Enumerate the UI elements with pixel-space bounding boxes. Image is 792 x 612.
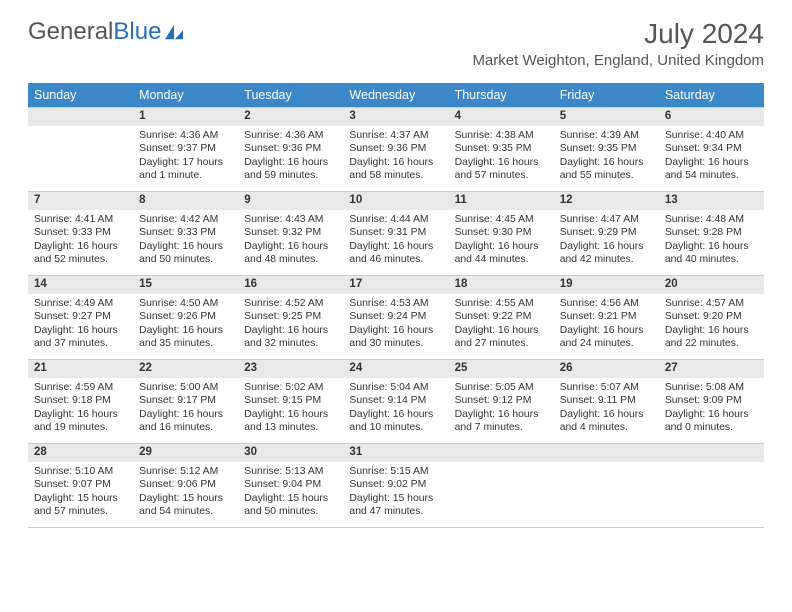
day-number: 15	[133, 276, 238, 294]
day-content-row: Sunrise: 4:59 AM Sunset: 9:18 PM Dayligh…	[28, 378, 764, 444]
day-number: 9	[238, 192, 343, 210]
day-cell	[449, 462, 554, 528]
day-cell	[659, 462, 764, 528]
weekday-row: Sunday Monday Tuesday Wednesday Thursday…	[28, 83, 764, 108]
day-cell: Sunrise: 4:37 AM Sunset: 9:36 PM Dayligh…	[343, 126, 448, 192]
calendar-body: 123456Sunrise: 4:36 AM Sunset: 9:37 PM D…	[28, 108, 764, 528]
day-cell: Sunrise: 4:36 AM Sunset: 9:37 PM Dayligh…	[133, 126, 238, 192]
day-cell: Sunrise: 4:41 AM Sunset: 9:33 PM Dayligh…	[28, 210, 133, 276]
weekday-mon: Monday	[133, 83, 238, 108]
day-cell: Sunrise: 4:47 AM Sunset: 9:29 PM Dayligh…	[554, 210, 659, 276]
day-cell: Sunrise: 4:56 AM Sunset: 9:21 PM Dayligh…	[554, 294, 659, 360]
daynum-row: 123456	[28, 108, 764, 126]
day-number: 20	[659, 276, 764, 294]
day-number: 1	[133, 108, 238, 126]
weekday-sat: Saturday	[659, 83, 764, 108]
logo: GeneralBlue	[28, 18, 185, 46]
day-number: 27	[659, 360, 764, 378]
day-number: 26	[554, 360, 659, 378]
day-content-row: Sunrise: 4:49 AM Sunset: 9:27 PM Dayligh…	[28, 294, 764, 360]
day-cell: Sunrise: 5:02 AM Sunset: 9:15 PM Dayligh…	[238, 378, 343, 444]
daynum-row: 14151617181920	[28, 276, 764, 294]
day-number: 17	[343, 276, 448, 294]
day-number: 31	[343, 444, 448, 462]
day-cell: Sunrise: 5:07 AM Sunset: 9:11 PM Dayligh…	[554, 378, 659, 444]
day-cell: Sunrise: 4:50 AM Sunset: 9:26 PM Dayligh…	[133, 294, 238, 360]
weekday-fri: Friday	[554, 83, 659, 108]
day-number: 28	[28, 444, 133, 462]
day-number	[28, 108, 133, 126]
logo-text-general: General	[28, 18, 113, 46]
daynum-row: 21222324252627	[28, 360, 764, 378]
day-number: 4	[449, 108, 554, 126]
day-number: 11	[449, 192, 554, 210]
day-cell: Sunrise: 4:39 AM Sunset: 9:35 PM Dayligh…	[554, 126, 659, 192]
day-cell: Sunrise: 4:57 AM Sunset: 9:20 PM Dayligh…	[659, 294, 764, 360]
weekday-wed: Wednesday	[343, 83, 448, 108]
day-number: 22	[133, 360, 238, 378]
weekday-sun: Sunday	[28, 83, 133, 108]
day-cell: Sunrise: 5:00 AM Sunset: 9:17 PM Dayligh…	[133, 378, 238, 444]
day-number: 2	[238, 108, 343, 126]
day-number: 21	[28, 360, 133, 378]
day-number	[554, 444, 659, 462]
day-number: 10	[343, 192, 448, 210]
day-cell: Sunrise: 4:52 AM Sunset: 9:25 PM Dayligh…	[238, 294, 343, 360]
day-cell	[28, 126, 133, 192]
day-content-row: Sunrise: 5:10 AM Sunset: 9:07 PM Dayligh…	[28, 462, 764, 528]
day-number: 8	[133, 192, 238, 210]
day-number: 30	[238, 444, 343, 462]
day-number: 19	[554, 276, 659, 294]
day-cell: Sunrise: 4:44 AM Sunset: 9:31 PM Dayligh…	[343, 210, 448, 276]
day-number	[659, 444, 764, 462]
day-number	[449, 444, 554, 462]
day-cell: Sunrise: 4:36 AM Sunset: 9:36 PM Dayligh…	[238, 126, 343, 192]
day-number: 16	[238, 276, 343, 294]
day-number: 12	[554, 192, 659, 210]
day-cell: Sunrise: 5:05 AM Sunset: 9:12 PM Dayligh…	[449, 378, 554, 444]
day-number: 14	[28, 276, 133, 294]
weekday-tue: Tuesday	[238, 83, 343, 108]
day-cell: Sunrise: 5:12 AM Sunset: 9:06 PM Dayligh…	[133, 462, 238, 528]
day-number: 29	[133, 444, 238, 462]
title-block: July 2024 Market Weighton, England, Unit…	[472, 18, 764, 69]
day-cell: Sunrise: 4:42 AM Sunset: 9:33 PM Dayligh…	[133, 210, 238, 276]
day-cell	[554, 462, 659, 528]
day-cell: Sunrise: 4:40 AM Sunset: 9:34 PM Dayligh…	[659, 126, 764, 192]
day-cell: Sunrise: 4:43 AM Sunset: 9:32 PM Dayligh…	[238, 210, 343, 276]
day-cell: Sunrise: 4:38 AM Sunset: 9:35 PM Dayligh…	[449, 126, 554, 192]
calendar-table: Sunday Monday Tuesday Wednesday Thursday…	[28, 83, 764, 528]
day-number: 24	[343, 360, 448, 378]
location: Market Weighton, England, United Kingdom	[472, 52, 764, 69]
logo-sail-icon	[163, 23, 185, 41]
day-number: 13	[659, 192, 764, 210]
day-content-row: Sunrise: 4:36 AM Sunset: 9:37 PM Dayligh…	[28, 126, 764, 192]
day-cell: Sunrise: 4:45 AM Sunset: 9:30 PM Dayligh…	[449, 210, 554, 276]
day-number: 6	[659, 108, 764, 126]
day-number: 3	[343, 108, 448, 126]
day-number: 25	[449, 360, 554, 378]
daynum-row: 78910111213	[28, 192, 764, 210]
day-cell: Sunrise: 5:04 AM Sunset: 9:14 PM Dayligh…	[343, 378, 448, 444]
day-cell: Sunrise: 4:59 AM Sunset: 9:18 PM Dayligh…	[28, 378, 133, 444]
day-cell: Sunrise: 5:10 AM Sunset: 9:07 PM Dayligh…	[28, 462, 133, 528]
day-cell: Sunrise: 5:13 AM Sunset: 9:04 PM Dayligh…	[238, 462, 343, 528]
day-cell: Sunrise: 4:53 AM Sunset: 9:24 PM Dayligh…	[343, 294, 448, 360]
day-number: 7	[28, 192, 133, 210]
day-number: 5	[554, 108, 659, 126]
day-content-row: Sunrise: 4:41 AM Sunset: 9:33 PM Dayligh…	[28, 210, 764, 276]
month-title: July 2024	[472, 18, 764, 50]
day-cell: Sunrise: 4:49 AM Sunset: 9:27 PM Dayligh…	[28, 294, 133, 360]
daynum-row: 28293031	[28, 444, 764, 462]
logo-text-blue: Blue	[113, 18, 161, 46]
day-cell: Sunrise: 4:55 AM Sunset: 9:22 PM Dayligh…	[449, 294, 554, 360]
day-cell: Sunrise: 4:48 AM Sunset: 9:28 PM Dayligh…	[659, 210, 764, 276]
weekday-thu: Thursday	[449, 83, 554, 108]
day-cell: Sunrise: 5:15 AM Sunset: 9:02 PM Dayligh…	[343, 462, 448, 528]
day-cell: Sunrise: 5:08 AM Sunset: 9:09 PM Dayligh…	[659, 378, 764, 444]
header: GeneralBlue July 2024 Market Weighton, E…	[28, 18, 764, 69]
day-number: 23	[238, 360, 343, 378]
day-number: 18	[449, 276, 554, 294]
calendar-head: Sunday Monday Tuesday Wednesday Thursday…	[28, 83, 764, 108]
